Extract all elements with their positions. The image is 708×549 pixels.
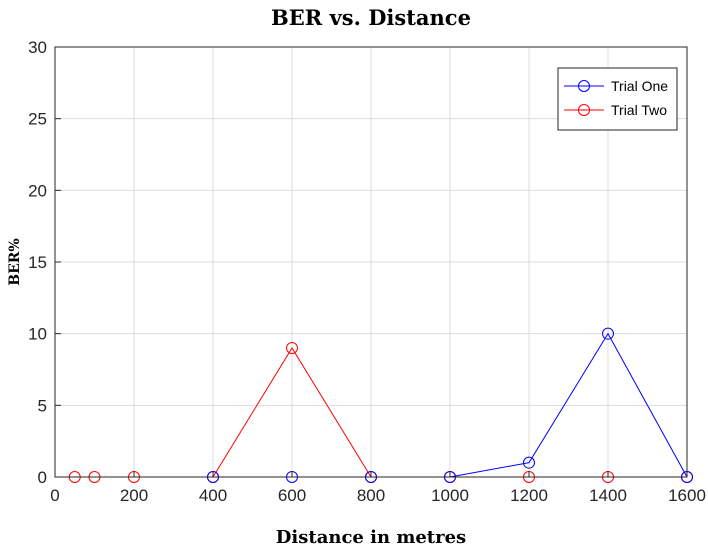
x-tick-label: 400: [199, 486, 227, 505]
y-tick-label: 15: [28, 253, 47, 272]
data-point: [286, 342, 298, 354]
legend-swatch-marker: [578, 104, 590, 116]
y-tick-label: 20: [28, 181, 47, 200]
chart-title: BER vs. Distance: [271, 5, 471, 30]
y-tick-label: 5: [38, 396, 47, 415]
x-tick-label: 600: [278, 486, 306, 505]
y-tick-label: 30: [28, 38, 47, 57]
data-point: [602, 327, 614, 340]
legend-swatch-marker: [578, 80, 590, 92]
data-point: [523, 456, 535, 469]
y-tick-label: 10: [28, 325, 47, 344]
x-tick-label: 1000: [431, 486, 469, 505]
legend-entry-label: Trial One: [611, 78, 668, 94]
x-tick-label: 1600: [668, 486, 706, 505]
legend-box: [557, 67, 678, 131]
legend-entry-label: Trial Two: [611, 102, 667, 118]
y-tick-label: 25: [28, 110, 47, 129]
legend: Trial One Trial Two: [557, 67, 678, 131]
x-tick-label: 200: [120, 486, 148, 505]
x-tick-label: 0: [50, 486, 59, 505]
y-axis-label: BER%: [7, 238, 23, 285]
y-tick-label: 0: [38, 468, 47, 487]
axis-ticks: 0 200 400 600 800 1000 1200 1400 1600 0 5 10 15 20 25 3…: [28, 38, 706, 505]
x-tick-label: 1400: [589, 486, 627, 505]
x-tick-label: 1200: [510, 486, 548, 505]
x-axis-label: Distance in metres: [276, 527, 466, 548]
x-tick-label: 800: [357, 486, 385, 505]
